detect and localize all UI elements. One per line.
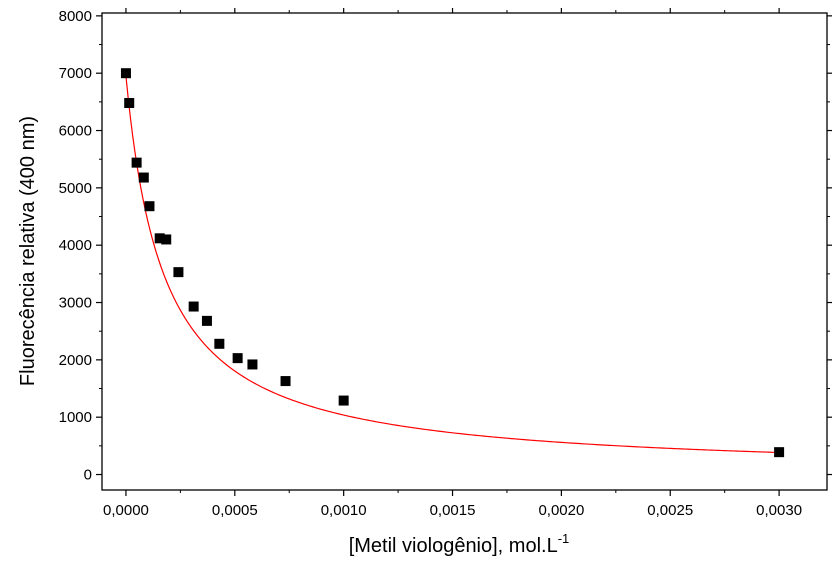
data-point	[280, 376, 291, 387]
x-axis-title-main: [Metil viologênio], mol.L	[349, 535, 558, 557]
x-axis-title: [Metil viologênio], mol.L-1	[349, 531, 570, 557]
y-tick-label: 8000	[59, 8, 92, 25]
fit-curve	[125, 75, 780, 454]
x-tick-label: 0,0025	[647, 502, 693, 519]
data-point	[247, 359, 258, 370]
x-tick-label: 0,0000	[103, 502, 149, 519]
data-point	[188, 301, 199, 312]
y-tick-label: 0	[84, 467, 92, 484]
y-tick-label: 4000	[59, 237, 92, 254]
y-tick-label: 3000	[59, 295, 92, 312]
y-tick-label: 6000	[59, 123, 92, 140]
x-axis-title-superscript: -1	[558, 531, 570, 546]
data-point	[214, 338, 225, 349]
data-point	[120, 68, 131, 79]
x-tick-label: 0,0020	[538, 502, 584, 519]
x-tick-label: 0,0005	[212, 502, 258, 519]
x-tick-labels: 0,0000 0,0005 0,0010 0,0015 0,0020 0,0025 0,00…	[103, 502, 802, 519]
x-tick-label: 0,0030	[756, 502, 802, 519]
y-tick-label: 1000	[59, 409, 92, 426]
data-point	[201, 315, 212, 326]
y-axis-title: Fluorecência relativa (400 nm)	[17, 116, 39, 386]
data-points	[120, 68, 785, 458]
data-point	[774, 447, 785, 458]
y-tick-label: 2000	[59, 352, 92, 369]
axis-ticks	[96, 8, 832, 496]
x-tick-label: 0,0010	[321, 502, 367, 519]
y-tick-labels: 0 1000 2000 3000 4000 5000 6000 7000 8000	[59, 8, 92, 484]
data-point	[154, 233, 165, 244]
data-point	[173, 267, 184, 278]
data-point	[131, 157, 142, 168]
data-point	[232, 353, 243, 364]
y-tick-label: 5000	[59, 180, 92, 197]
data-point	[144, 201, 155, 212]
y-tick-label: 7000	[59, 65, 92, 82]
data-point	[161, 234, 172, 245]
x-tick-label: 0,0015	[430, 502, 476, 519]
plot-frame	[101, 12, 828, 491]
data-point	[138, 172, 149, 183]
data-point	[124, 98, 135, 109]
data-point	[338, 395, 349, 406]
